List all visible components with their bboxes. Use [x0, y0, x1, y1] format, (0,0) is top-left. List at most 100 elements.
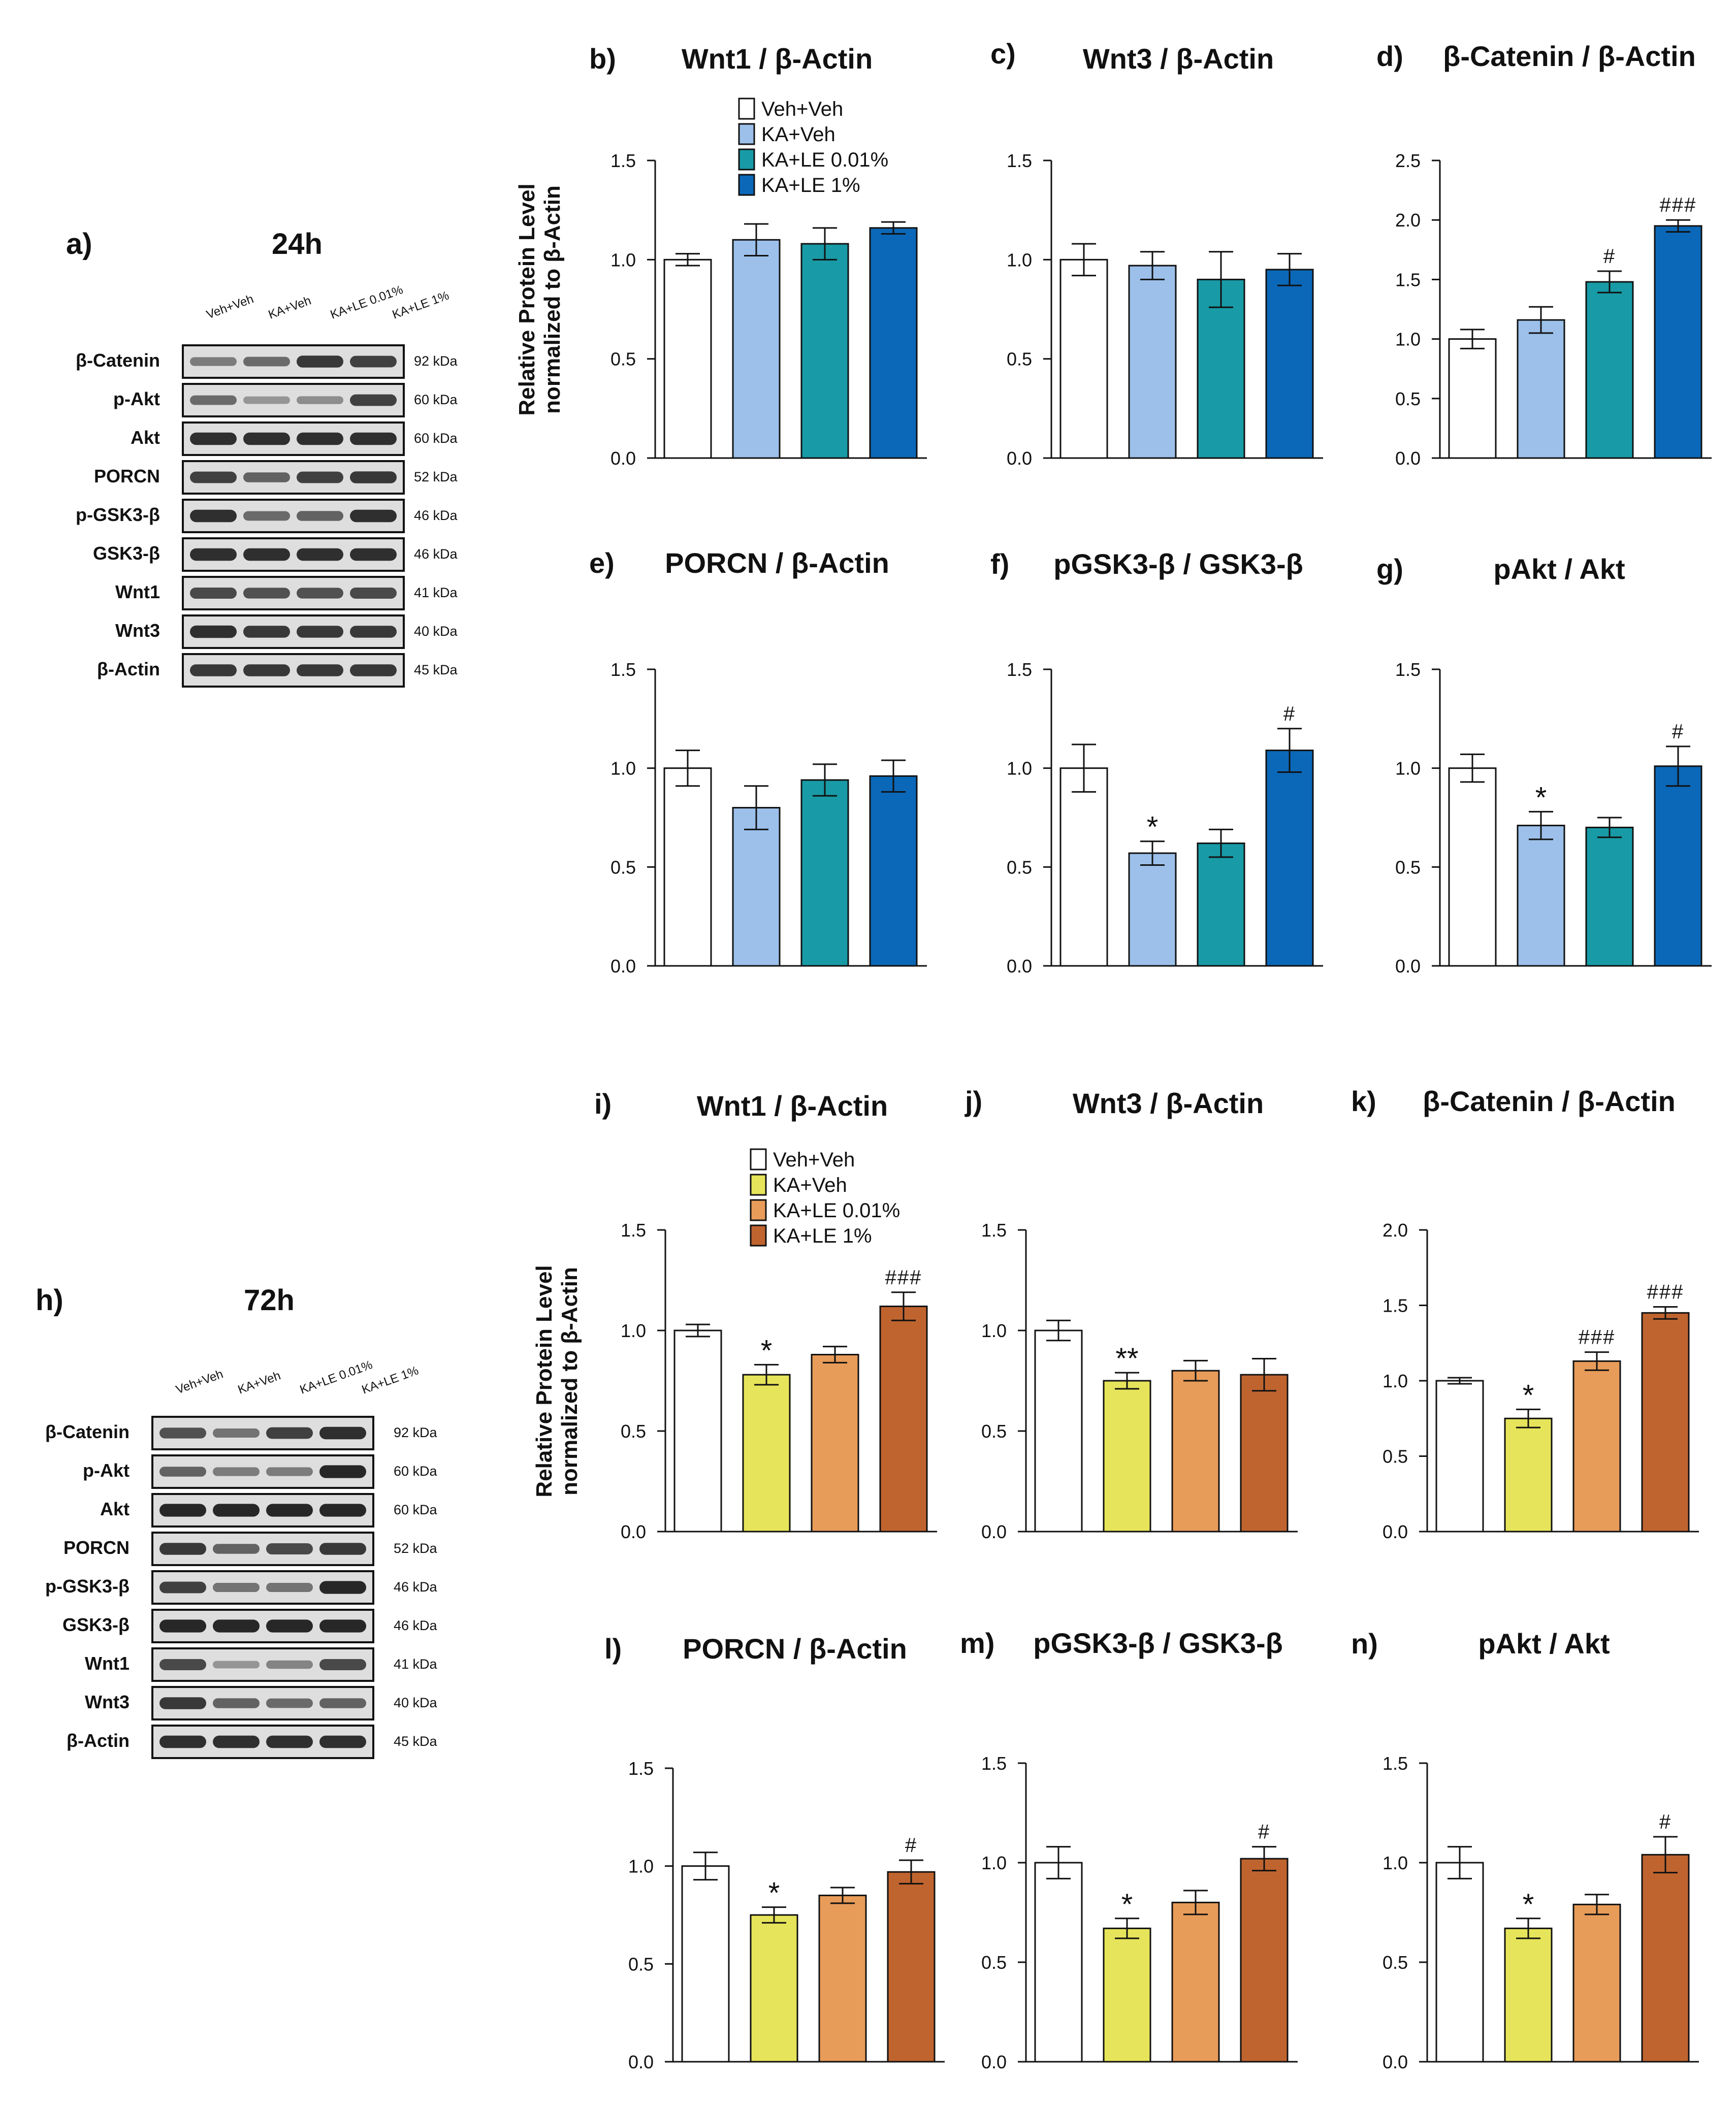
blot-band: [190, 432, 237, 445]
bar: [1504, 1417, 1553, 1533]
significance-marker: *: [1523, 1379, 1534, 1412]
legend-entry: KA+LE 0.01%: [773, 1199, 900, 1222]
kda-label: 92 kDa: [394, 1425, 438, 1440]
blot-band: [266, 1467, 313, 1476]
blot-band: [319, 1426, 366, 1440]
bar: [1265, 269, 1314, 459]
blot-band: [319, 1504, 366, 1517]
kda-label: 60 kDa: [414, 431, 458, 446]
legend-entry: KA+LE 1%: [773, 1225, 872, 1247]
y-tick-label: 1.5: [981, 1220, 1007, 1241]
blot-band: [190, 548, 237, 561]
y-tick-label: 2.0: [1395, 210, 1421, 231]
blot-band: [243, 356, 290, 367]
y-tick-label: 1.5: [1007, 659, 1032, 680]
y-tick-label: 1.5: [1383, 1295, 1408, 1316]
protein-label: p-GSK3-β: [45, 1576, 130, 1597]
bar: [1654, 765, 1702, 967]
bar: [1585, 826, 1634, 967]
kda-label: 60 kDa: [394, 1464, 438, 1479]
protein-label: PORCN: [63, 1537, 130, 1558]
bar: [742, 1374, 791, 1533]
blot-band: [319, 1659, 366, 1670]
legend-entry: KA+Veh: [761, 123, 835, 146]
significance-marker: #: [1659, 1811, 1671, 1833]
chart-title: Wnt3 / β-Actin: [1073, 1087, 1264, 1119]
bar: [1197, 842, 1245, 967]
protein-label: β-Actin: [67, 1730, 130, 1751]
panel-label: e): [589, 547, 615, 579]
blot-band: [297, 664, 343, 676]
blot-band: [190, 395, 237, 405]
bar: [1171, 1370, 1220, 1533]
protein-label: Wnt3: [85, 1692, 130, 1712]
blot-band: [297, 432, 343, 445]
bar: [1103, 1380, 1151, 1533]
legend-swatch: [750, 1224, 767, 1247]
panel-label: a): [66, 228, 92, 261]
y-axis-label-top: Relative Protein Level normalized to β-Ac…: [515, 183, 565, 415]
legend-blue: Veh+Veh KA+Veh KA+LE 0.01% KA+LE 1%: [738, 98, 888, 197]
chart-title: β-Catenin / β-Actin: [1443, 40, 1696, 72]
blot-band: [159, 1697, 206, 1709]
chart-title: pGSK3-β / GSK3-β: [1033, 1627, 1283, 1659]
panel-label: c): [990, 38, 1016, 70]
kda-label: 46 kDa: [394, 1618, 438, 1633]
protein-label: Wnt1: [85, 1653, 130, 1674]
bar: [1128, 852, 1177, 967]
protein-label: p-Akt: [113, 388, 160, 409]
bar: [1435, 1862, 1484, 2063]
bar: [811, 1354, 859, 1533]
y-tick-label: 0.5: [1395, 388, 1421, 409]
panel-label: m): [960, 1627, 994, 1659]
bar: [1641, 1312, 1690, 1533]
bar: [1435, 1380, 1484, 1533]
y-tick-label: 0.0: [1395, 448, 1421, 469]
y-axis-label-line2: normalized to β-Actin: [557, 1267, 582, 1496]
y-tick-label: 1.0: [981, 1320, 1007, 1341]
y-tick-label: 0.0: [610, 448, 636, 469]
blot-band: [190, 625, 237, 638]
bar: [673, 1329, 722, 1533]
chart-title: pAkt / Akt: [1493, 553, 1625, 585]
blot-band: [350, 588, 397, 599]
bar-chart-j: j) Wnt3 / β-Actin 0.0 0.5 1.0 1.5 **: [965, 1085, 1298, 1542]
legend-swatch: [738, 148, 755, 171]
blot-band: [319, 1735, 366, 1748]
protein-label: β-Catenin: [45, 1421, 130, 1442]
lane-label: KA+Veh: [236, 1369, 282, 1396]
blot-band: [350, 432, 397, 445]
significance-marker: *: [761, 1334, 773, 1367]
blot-time-label: 72h: [244, 1284, 295, 1317]
y-tick-label: 1.5: [628, 1758, 654, 1779]
blot-band: [213, 1467, 260, 1476]
kda-label: 52 kDa: [394, 1541, 438, 1556]
y-axis-label-line2: normalized to β-Actin: [540, 185, 565, 414]
bar: [1059, 258, 1108, 459]
legend-entry: Veh+Veh: [761, 98, 843, 120]
legend-swatch: [750, 1199, 767, 1221]
panel-label: f): [990, 548, 1009, 580]
blot-band: [297, 588, 343, 599]
legend-swatch: [750, 1148, 767, 1171]
panel-label: i): [594, 1088, 612, 1120]
blot-band: [213, 1428, 260, 1438]
y-axis-label-line1: Relative Protein Level: [515, 183, 539, 415]
blot-time-label: 24h: [272, 228, 323, 261]
y-tick-label: 1.0: [610, 758, 636, 779]
protein-label: Wnt1: [115, 581, 160, 602]
significance-marker: ###: [1579, 1326, 1616, 1349]
significance-marker: #: [1283, 703, 1296, 725]
blot-band: [350, 626, 397, 638]
blot-band: [319, 1465, 366, 1478]
y-tick-label: 0.0: [628, 2052, 654, 2072]
y-tick-label: 1.5: [981, 1753, 1007, 1774]
blot-band: [350, 355, 397, 368]
bar: [681, 1865, 730, 2063]
legend-entry: KA+LE 0.01%: [761, 149, 888, 171]
bar-chart-f: f) pGSK3-β / GSK3-β 0.0 0.5 1.0 1.5 * #: [990, 548, 1323, 977]
blot-band: [243, 511, 290, 521]
